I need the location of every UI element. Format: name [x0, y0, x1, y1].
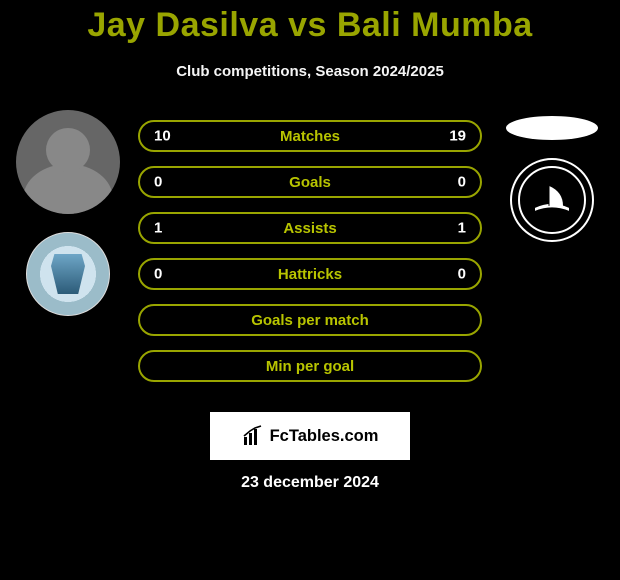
stat-value-left: 0 [154, 266, 162, 283]
stat-row: Goals 0 0 [138, 166, 482, 198]
stat-row: Matches 10 19 [138, 120, 482, 152]
brand-box: FcTables.com [210, 412, 410, 460]
stat-value-right: 1 [458, 220, 466, 237]
player-right-avatar [506, 116, 598, 140]
ship-icon [529, 178, 575, 224]
club-badge-right [510, 158, 594, 242]
stat-value-right: 0 [458, 174, 466, 191]
stat-label: Goals per match [251, 312, 369, 329]
stat-label: Matches [280, 128, 340, 145]
brand-text: FcTables.com [270, 427, 379, 446]
stat-row: Goals per match [138, 304, 482, 336]
stat-value-left: 1 [154, 220, 162, 237]
stat-label: Assists [283, 220, 336, 237]
stat-value-left: 0 [154, 174, 162, 191]
stat-label: Goals [289, 174, 331, 191]
stat-row: Hattricks 0 0 [138, 258, 482, 290]
page-subtitle: Club competitions, Season 2024/2025 [0, 45, 620, 80]
chart-icon [242, 425, 264, 447]
club-badge-left [26, 232, 110, 316]
stats-list: Matches1019Goals00Assists11Hattricks00Go… [138, 120, 482, 382]
stat-row: Min per goal [138, 350, 482, 382]
stat-value-left: 10 [154, 128, 171, 145]
stat-label: Min per goal [266, 358, 354, 375]
comparison-panel: Matches1019Goals00Assists11Hattricks00Go… [0, 110, 620, 390]
stat-row: Assists 1 1 [138, 212, 482, 244]
footer-date: 23 december 2024 [0, 474, 620, 492]
stat-value-right: 0 [458, 266, 466, 283]
right-player-column [492, 110, 612, 242]
player-left-avatar [16, 110, 120, 214]
page-title: Jay Dasilva vs Bali Mumba [0, 0, 620, 45]
left-player-column [8, 110, 128, 316]
stat-value-right: 19 [449, 128, 466, 145]
stat-label: Hattricks [278, 266, 342, 283]
